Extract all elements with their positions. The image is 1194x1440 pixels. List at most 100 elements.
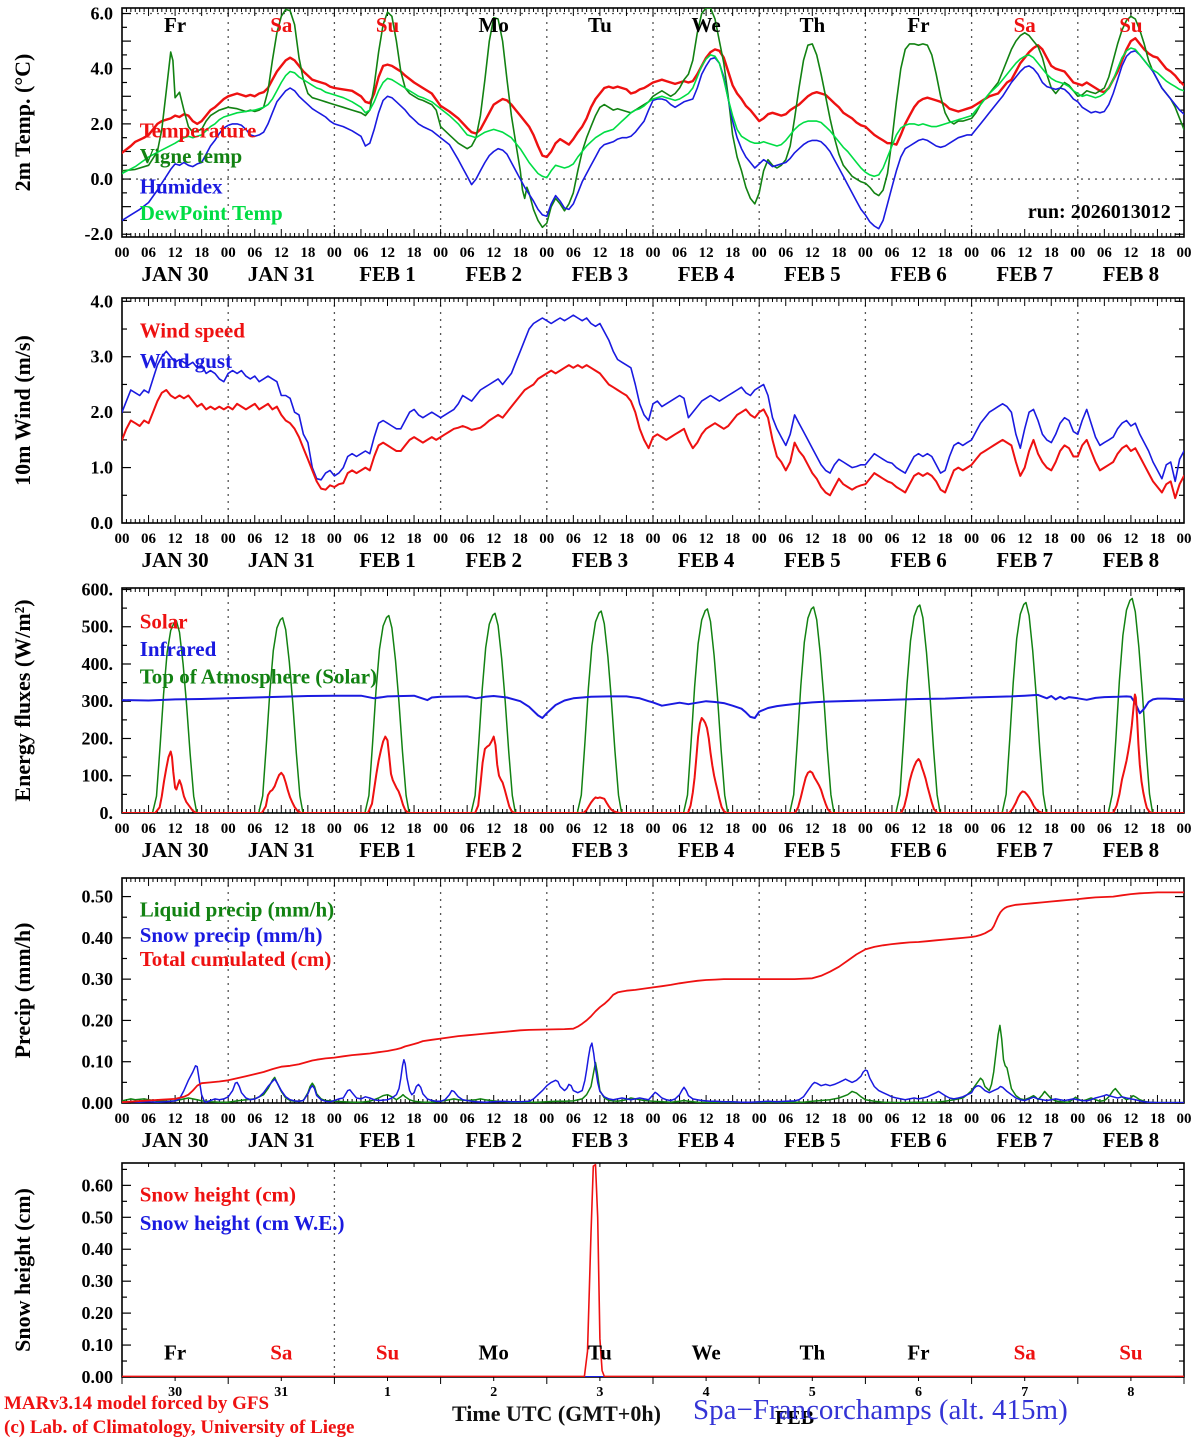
date-label: FEB 6 [890,1128,947,1152]
hour-label: 18 [300,821,315,837]
panel-energy: 600. 500. 400. 300. 200. 100. 0. Energy fluxes … [10,579,1192,862]
hour-label: 00 [1070,1111,1085,1127]
hour-label: 00 [221,531,236,547]
hour-label: 06 [353,245,369,261]
series-wind-speed [122,364,1184,500]
hour-label: 18 [831,1111,846,1127]
hour-label: 18 [194,821,209,837]
date-label: FEB 5 [784,838,841,862]
hour-label: 18 [513,1111,528,1127]
hour-label: 18 [938,531,953,547]
hour-label: 00 [858,531,873,547]
day-abbrev: Sa [1014,1340,1037,1364]
hour-label: 12 [699,1111,714,1127]
hour-label: 12 [380,245,395,261]
day-abbrev: Th [799,1340,825,1364]
y-tick-label: 0.50 [82,887,114,907]
legend-wind: Wind speed [140,318,246,342]
hour-label: 18 [1044,245,1059,261]
date-label: JAN 30 [142,1128,209,1152]
y-tick-label: 0.10 [82,1052,114,1072]
hour-label: 18 [194,1111,209,1127]
day-number: 30 [168,1385,182,1400]
hour-label: 12 [1017,821,1032,837]
date-label: FEB 2 [465,262,522,286]
hour-label: 00 [858,1111,873,1127]
hour-label: 18 [1044,821,1059,837]
hour-label: 06 [672,245,688,261]
legend-precip: Liquid precip (mm/h) [140,897,334,921]
hour-label: 06 [778,821,794,837]
hour-label: 18 [194,531,209,547]
date-label: JAN 31 [248,1128,315,1152]
hour-label: 06 [141,531,157,547]
hour-label: 18 [619,531,634,547]
y-tick-label: 500. [82,617,114,637]
y-axis-title-precip: Precip (mm/h) [10,923,35,1059]
hour-label: 06 [460,245,476,261]
hour-label: 12 [592,1111,607,1127]
hour-label: 12 [168,245,183,261]
y-tick-label: 4.0 [91,59,114,79]
hour-label: 12 [274,531,289,547]
date-label: FEB 6 [890,838,947,862]
run-label: run: 2026013012 [1028,201,1171,223]
day-abbrev: Fr [164,13,186,37]
hour-label: 18 [194,245,209,261]
hour-label: 18 [1150,245,1165,261]
day-abbrev: Su [376,13,400,37]
date-label: FEB 1 [359,1128,416,1152]
hour-label: 06 [884,821,900,837]
day-number: 5 [809,1385,816,1400]
hour-label: 06 [460,531,476,547]
y-tick-label: 0.20 [82,1303,114,1323]
day-number: 3 [596,1385,603,1400]
day-abbrev: Mo [479,1340,509,1364]
date-label: FEB 4 [678,1128,735,1152]
hour-label: 06 [566,531,582,547]
hour-label: 00 [964,821,979,837]
hour-label: 12 [380,1111,395,1127]
hour-label: 18 [725,1111,740,1127]
panel-border [121,877,1185,1104]
hour-label: 00 [646,821,661,837]
y-tick-label: 600. [82,579,114,599]
day-abbrev: Su [1119,13,1143,37]
hour-label: 18 [407,531,422,547]
y-tick-label: 2.0 [91,114,114,134]
day-number: 7 [1021,1385,1028,1400]
hour-label: 12 [168,821,183,837]
hour-label: 18 [407,1111,422,1127]
hour-label: 12 [1017,245,1032,261]
y-tick-label: 0. [100,803,114,823]
series-snow-height [122,1163,1184,1377]
hour-label: 06 [1097,245,1113,261]
hour-label: 18 [407,821,422,837]
hour-label: 00 [115,531,130,547]
y-tick-label: 200. [82,728,114,748]
date-label: FEB 2 [465,1128,522,1152]
hour-label: 00 [964,1111,979,1127]
hour-label: 00 [539,821,554,837]
date-label: FEB 4 [678,838,735,862]
hour-label: 12 [380,821,395,837]
day-abbrev: Tu [588,13,612,37]
date-label: FEB 8 [1103,262,1160,286]
date-label: JAN 31 [248,548,315,572]
hour-label: 00 [646,245,661,261]
day-abbrev: We [692,1340,721,1364]
y-axis-title-snow: Snow height (cm) [10,1188,35,1352]
hour-label: 18 [725,531,740,547]
hour-label: 06 [991,821,1007,837]
hour-label: 12 [1017,531,1032,547]
legend-energy: Solar [140,610,188,634]
hour-label: 06 [353,821,369,837]
y-axis-title-wind: 10m Wind (m/s) [10,335,35,486]
panel-snow: 0.60 0.50 0.40 0.30 0.20 0.10 0.00 Snow height … [10,1162,1185,1429]
hour-label: 06 [141,1111,157,1127]
day-abbrev: Mo [479,13,509,37]
hour-label: 06 [884,531,900,547]
date-label: FEB 8 [1103,1128,1160,1152]
hour-label: 06 [566,1111,582,1127]
